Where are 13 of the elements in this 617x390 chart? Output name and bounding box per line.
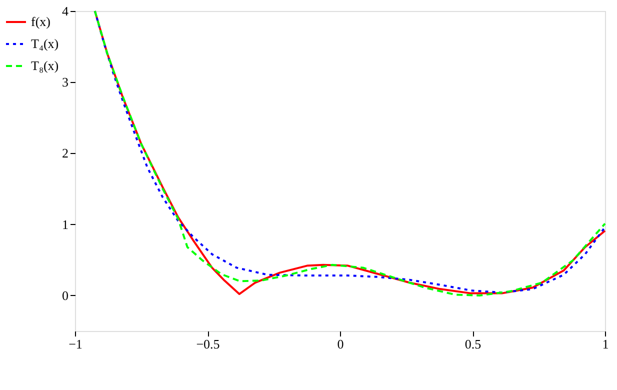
x-tick-label: 0 <box>337 336 344 352</box>
x-tick-label: 0.5 <box>464 336 482 352</box>
y-tick-label: 2 <box>62 146 68 161</box>
x-tick-label: 1 <box>602 336 609 352</box>
x-tick-label: −1 <box>68 336 82 352</box>
y-tick-label: 1 <box>62 216 68 232</box>
x-tick-label: −0.5 <box>196 336 220 352</box>
y-tick-label: 0 <box>62 288 68 303</box>
y-tick-label: 3 <box>62 74 68 90</box>
legend-label: T₈(x) <box>31 58 59 73</box>
y-tick-label: 4 <box>62 4 69 18</box>
legend-label: T₄(x) <box>31 36 59 51</box>
legend-label: f(x) <box>31 14 50 29</box>
